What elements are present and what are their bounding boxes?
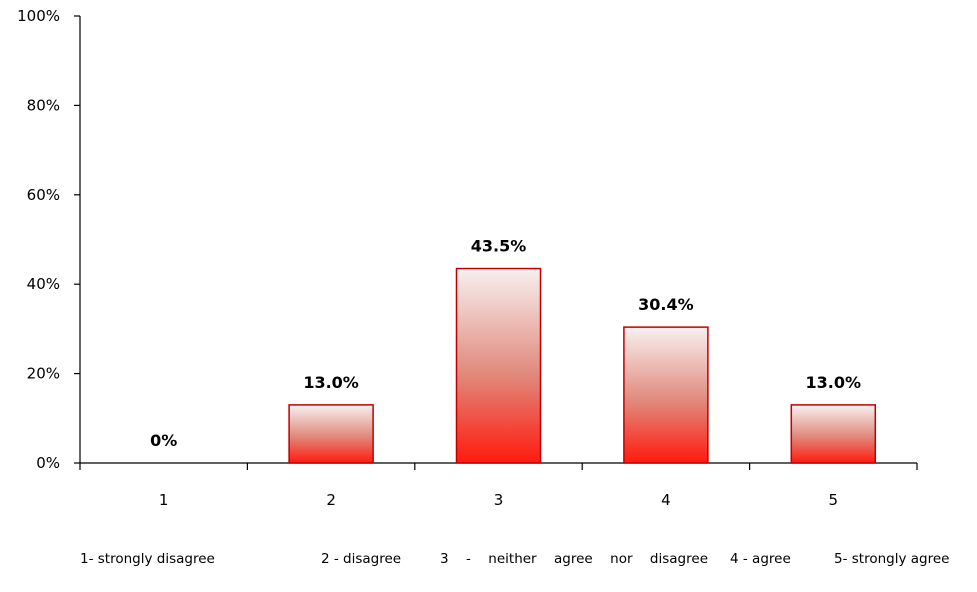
bar-chart: 0% 20% 40% 60% 80% 100% 0% 1 13.0% 2 43.5% 3 30.4% 4…: [17, 7, 918, 509]
bar-5: [790, 404, 877, 464]
data-label-5: 13.0%: [806, 373, 862, 392]
bar-3: [455, 267, 542, 464]
legend-item-1: 1- strongly disagree: [80, 551, 215, 567]
bar-2: [288, 404, 374, 464]
data-label-2: 13.0%: [303, 373, 359, 392]
y-tick-label: 0%: [36, 454, 60, 472]
x-tick-label-4: 4: [661, 491, 671, 509]
y-tick-label: 40%: [27, 275, 60, 293]
labels: 0% 1 13.0% 2 43.5% 3 30.4% 4 13.0% 5: [150, 237, 861, 509]
x-tick-label-5: 5: [829, 491, 839, 509]
y-tick-label: 100%: [17, 7, 60, 25]
data-label-3: 43.5%: [471, 237, 527, 256]
legend-item-5: 5- strongly agree: [834, 551, 950, 567]
y-tick-label: 20%: [27, 365, 60, 383]
x-tick-label-1: 1: [159, 491, 169, 509]
axes: 0% 20% 40% 60% 80% 100%: [17, 7, 918, 472]
legend-item-4: 4 - agree: [730, 551, 791, 567]
y-tick-label: 60%: [27, 186, 60, 204]
data-label-1: 0%: [150, 431, 177, 450]
legend-item-2: 2 - disagree: [321, 551, 402, 567]
bar-4: [623, 326, 709, 464]
legend-item-3: 3 - neither agree nor disagree: [440, 551, 708, 567]
y-tick-label: 80%: [27, 96, 60, 114]
x-tick-label-2: 2: [326, 491, 336, 509]
bars: [288, 267, 877, 464]
x-tick-label-3: 3: [494, 491, 504, 509]
data-label-4: 30.4%: [638, 295, 694, 314]
